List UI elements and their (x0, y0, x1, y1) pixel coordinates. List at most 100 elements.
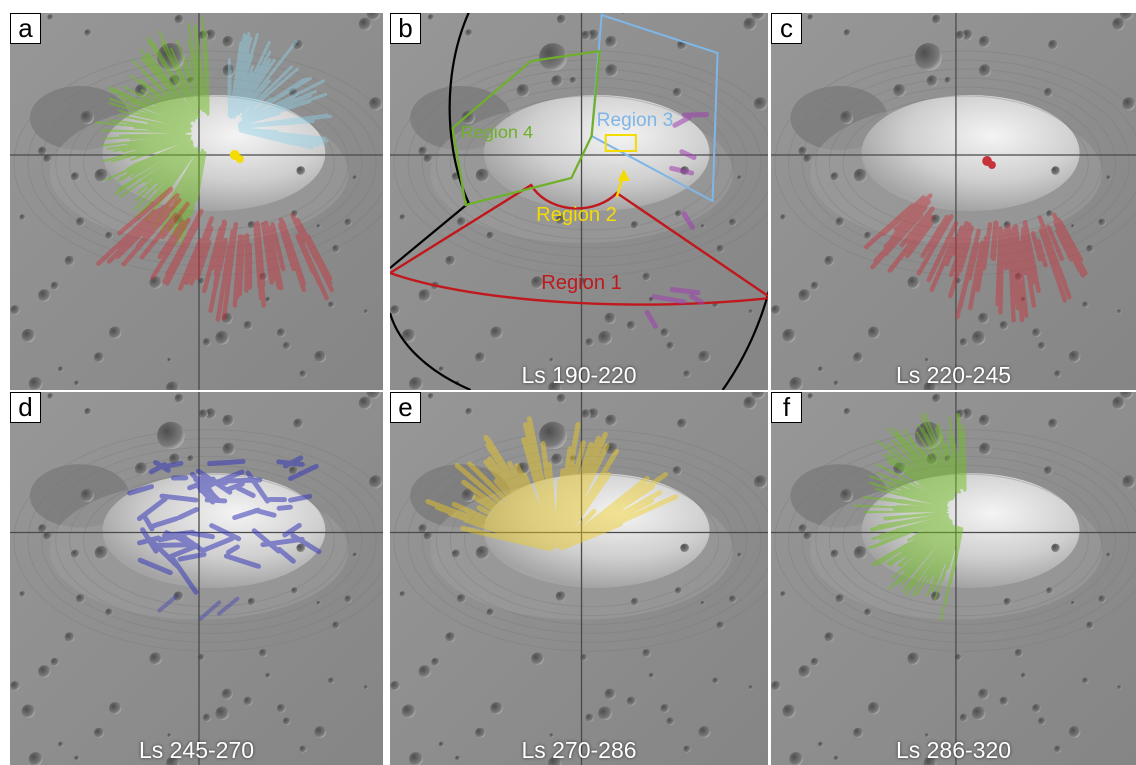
seasonal-streak-group (644, 112, 710, 329)
region-2-streak (555, 474, 585, 549)
region-1-streak (139, 212, 178, 260)
region-3-streak (255, 121, 296, 128)
region-4-streak (892, 513, 947, 526)
crater (555, 591, 566, 602)
crater (1037, 341, 1046, 350)
region-3-streak (282, 522, 302, 538)
region-3-streak (239, 40, 271, 104)
region-2-streak (547, 485, 559, 546)
crater (205, 408, 217, 420)
region-4-streak (921, 530, 954, 581)
region-2-streak (503, 511, 549, 546)
crater (265, 296, 271, 303)
region-2-streak (555, 421, 581, 543)
region-1-streak (883, 199, 931, 249)
crater (363, 309, 369, 314)
region-1-streak (266, 229, 281, 290)
region-4-streak (204, 30, 210, 109)
region-4-streak (886, 443, 948, 496)
region-1-streak (1044, 234, 1072, 300)
region-2-streak (559, 431, 608, 540)
crater (222, 36, 234, 48)
region-4-streak (953, 527, 964, 571)
region-1-streak (106, 204, 167, 264)
crater (1020, 296, 1027, 303)
crater (780, 214, 786, 221)
region-1-streak (141, 192, 180, 232)
crater (660, 703, 670, 713)
region-1-streak (122, 205, 169, 253)
region-3-streak (246, 131, 303, 147)
region-3-streak (151, 516, 179, 529)
crater (893, 84, 906, 97)
crater (10, 305, 20, 315)
crater (259, 272, 268, 281)
region-1-streak (894, 204, 925, 236)
region-4-streak (893, 427, 950, 492)
region-1-streak (924, 214, 950, 252)
crater (282, 341, 291, 350)
crater (173, 591, 184, 602)
region-4-streak (147, 121, 184, 130)
crater (293, 418, 304, 429)
region-3-streak (236, 58, 276, 116)
crater (979, 442, 992, 456)
study-area-outline (721, 289, 768, 390)
region-3-streak (235, 485, 256, 498)
region-3-streak (153, 542, 195, 548)
region-3-streak (245, 102, 291, 123)
crater (549, 357, 554, 362)
crater (824, 255, 835, 266)
region-2-streak (562, 494, 679, 549)
region-4-streak (920, 449, 954, 494)
region-3-streak (240, 129, 295, 146)
cap-layer-trough (815, 455, 1117, 626)
ice-cap (483, 473, 710, 588)
region-2-streak (562, 518, 626, 549)
crater (675, 587, 682, 594)
region-3-streak (176, 507, 199, 520)
crater (999, 320, 1009, 330)
cap-layer-trough (407, 59, 768, 267)
crater (486, 231, 495, 240)
region-2-streak (546, 492, 558, 543)
region-2-streak (563, 521, 623, 549)
region-2-streak (499, 521, 552, 550)
crater (291, 587, 299, 594)
crater (587, 29, 599, 41)
region-4-streak (912, 518, 949, 538)
region-2-streak (480, 497, 548, 545)
region-2-streak (476, 505, 551, 548)
region-1-streak (255, 222, 266, 288)
seasonal-streak (681, 211, 696, 230)
crater (531, 652, 544, 665)
region-1-streak (1013, 249, 1025, 323)
region-3-streak (243, 130, 287, 143)
region-4-streak (129, 133, 184, 141)
crater (683, 370, 691, 378)
crater (751, 13, 766, 21)
region-1-streak (864, 203, 915, 250)
region-4-streak (895, 526, 952, 586)
region-1-streak (881, 205, 914, 237)
crater (265, 672, 271, 679)
region-3-streak (234, 33, 259, 108)
crater (401, 704, 416, 718)
region-3-streak (232, 34, 249, 102)
region-2-streak (483, 434, 552, 542)
region-2-streak (560, 475, 650, 548)
region-1-streak (267, 225, 284, 291)
crater (716, 244, 725, 253)
crater (427, 393, 434, 400)
region-2-streak (560, 448, 620, 542)
region-1-streak (266, 240, 277, 281)
region-3-streak (233, 65, 255, 113)
panel-c: c Ls 220-245 (771, 13, 1136, 390)
region-3-streak (217, 596, 240, 616)
region-3-streak (234, 36, 253, 102)
polar-map (771, 392, 1136, 765)
region-2-streak (450, 508, 549, 549)
region-1-streak (208, 239, 227, 313)
crater (700, 224, 705, 229)
cap-layer-trough (55, 455, 363, 626)
